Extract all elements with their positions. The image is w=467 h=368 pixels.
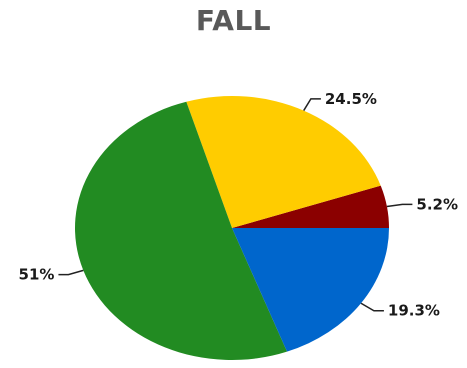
slice-percent-label: 5.2% (416, 195, 458, 213)
slice-percent-label: 24.5% (325, 90, 377, 108)
slice-percent-label: 19.3% (388, 302, 440, 320)
pie-slice (232, 228, 389, 352)
pie-leader-lines (58, 98, 413, 312)
slice-percent-label: 51% (19, 266, 55, 284)
leader-line (360, 302, 384, 312)
pie-slice (232, 185, 390, 228)
chart-title: FALL (195, 4, 272, 37)
leader-line (58, 269, 84, 276)
pie-slice (186, 95, 381, 228)
pie-slices (74, 95, 390, 360)
pie-slice-labels: 5.2% 24.5% 51% 19.3% (19, 90, 458, 320)
pie-slice (74, 101, 288, 360)
leader-line (386, 203, 413, 208)
leader-line (303, 98, 321, 111)
